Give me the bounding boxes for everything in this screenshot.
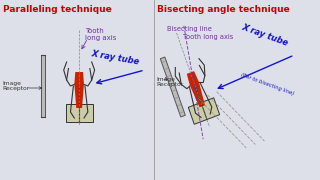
Polygon shape — [188, 98, 220, 124]
Text: Tooth long axis: Tooth long axis — [183, 34, 234, 40]
Text: Paralleling technique: Paralleling technique — [3, 5, 112, 14]
Polygon shape — [160, 57, 185, 117]
Text: X ray tube: X ray tube — [90, 49, 140, 66]
Bar — [41, 55, 45, 117]
Text: Image
Receptor: Image Receptor — [2, 81, 29, 91]
Polygon shape — [74, 72, 84, 108]
Text: Tooth
long axis: Tooth long axis — [85, 28, 116, 41]
Text: Bisecting angle technique: Bisecting angle technique — [157, 5, 290, 14]
Text: X ray tube: X ray tube — [241, 23, 290, 48]
Text: Bisecting line: Bisecting line — [167, 26, 212, 32]
Polygon shape — [187, 71, 205, 107]
Text: Image
Receptor: Image Receptor — [156, 77, 184, 87]
Polygon shape — [66, 104, 93, 122]
Text: (Per to bisecting line): (Per to bisecting line) — [240, 72, 294, 96]
